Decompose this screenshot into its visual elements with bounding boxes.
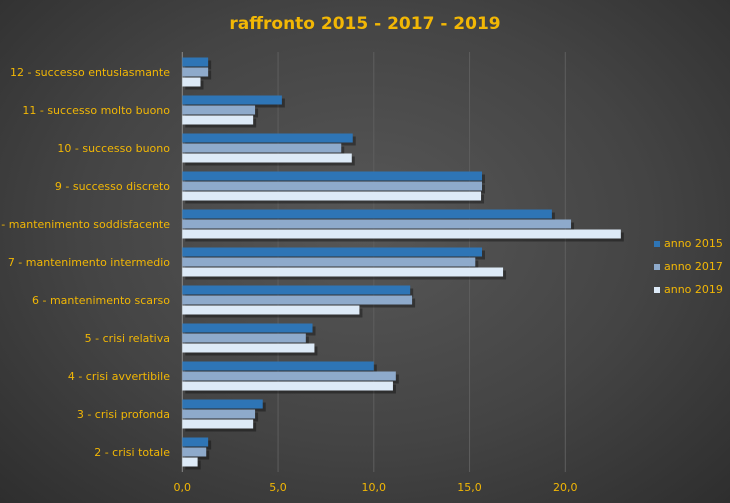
bar (182, 181, 482, 191)
bar (182, 381, 393, 391)
legend-swatch (654, 287, 660, 293)
bar (182, 209, 552, 219)
y-category-label: 9 - successo discreto (55, 180, 170, 193)
y-category-label: 12 - successo entusiasmante (10, 66, 170, 79)
y-category-label: 6 - mantenimento scarso (32, 294, 170, 307)
bar (182, 133, 353, 143)
bar (182, 105, 256, 115)
bar (182, 143, 342, 153)
x-tick-label: 0,0 (174, 481, 192, 494)
bar (182, 437, 209, 447)
y-category-label: 2 - crisi totale (94, 446, 170, 459)
bar (182, 361, 374, 371)
y-category-label: 3 - crisi profonda (77, 408, 170, 421)
bar (182, 457, 198, 467)
legend-label: anno 2017 (664, 260, 723, 273)
x-tick-label: 10,0 (362, 481, 387, 494)
legend-swatch (654, 264, 660, 270)
bar (182, 409, 256, 419)
bar (182, 257, 476, 267)
bar (182, 285, 411, 295)
bar (182, 399, 263, 409)
y-category-label: 8 - mantenimento soddisfacente (0, 218, 170, 231)
bar (182, 171, 482, 181)
y-category-label: 10 - successo buono (57, 142, 170, 155)
bar (182, 77, 201, 87)
bar (182, 67, 209, 77)
bar (182, 323, 313, 333)
x-tick-label: 5,0 (269, 481, 287, 494)
x-tick-label: 20,0 (553, 481, 578, 494)
bar (182, 447, 207, 457)
legend-label: anno 2019 (664, 283, 723, 296)
bar (182, 115, 254, 125)
bar (182, 57, 209, 67)
bar (182, 371, 396, 381)
legend-label: anno 2015 (664, 237, 723, 250)
x-tick-label: 15,0 (457, 481, 482, 494)
bar (182, 305, 360, 315)
y-category-label: 4 - crisi avvertibile (68, 370, 170, 383)
bar (182, 247, 482, 257)
bar (182, 343, 315, 353)
y-category-label: 11 - successo molto buono (22, 104, 170, 117)
bar (182, 95, 282, 105)
bar (182, 419, 254, 429)
bar (182, 295, 413, 305)
chart-title: raffronto 2015 - 2017 - 2019 (229, 14, 500, 34)
bar (182, 229, 621, 239)
y-category-label: 5 - crisi relativa (85, 332, 170, 345)
bar (182, 153, 352, 163)
bar (182, 191, 482, 201)
bar (182, 333, 306, 343)
legend-swatch (654, 241, 660, 247)
bar (182, 219, 572, 229)
y-category-label: 7 - mantenimento intermedio (8, 256, 170, 269)
bar (182, 267, 504, 277)
